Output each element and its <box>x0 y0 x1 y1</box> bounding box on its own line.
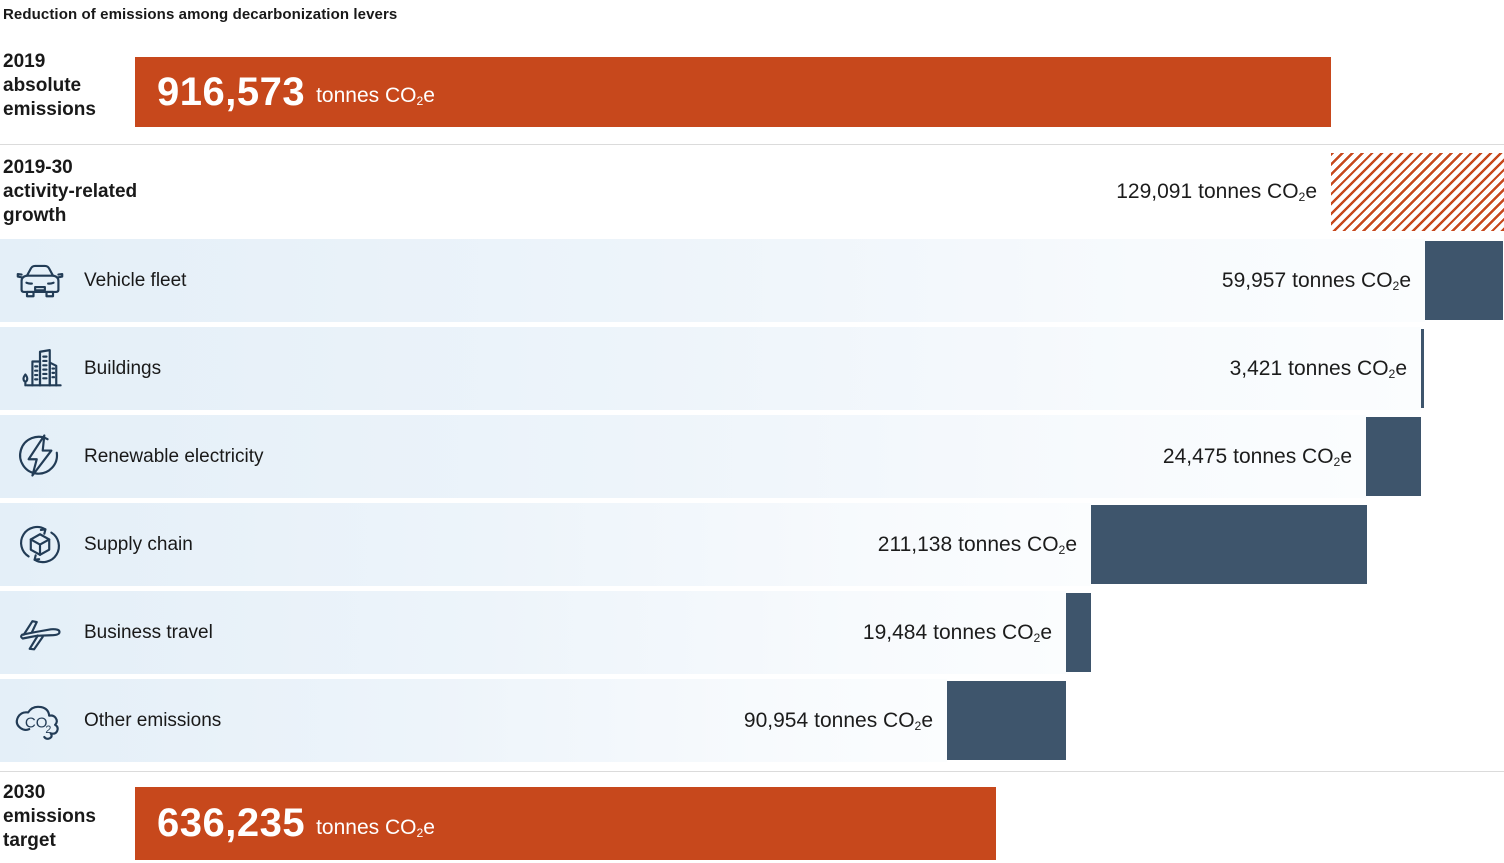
start-row-label: 2019 absolute emissions <box>3 51 96 120</box>
lever-label: Business travel <box>84 621 213 643</box>
row-band <box>0 239 1425 322</box>
lever-label: Vehicle fleet <box>84 269 187 291</box>
start-total-bar: 916,573 tonnes CO2e <box>135 57 1331 127</box>
lever-label: Supply chain <box>84 533 193 555</box>
lever-bar <box>1066 593 1091 672</box>
lever-row-vehicle-fleet: Vehicle fleet 59,957 tonnes CO2e <box>0 239 1504 322</box>
lever-bar <box>1091 505 1367 584</box>
growth-value: 129,091 tonnes CO2e <box>1116 180 1317 205</box>
buildings-icon <box>12 340 68 396</box>
lever-bar <box>1425 241 1503 320</box>
row-band <box>0 503 1091 586</box>
start-unit: tonnes CO2e <box>316 84 435 109</box>
lightning-circle-icon <box>12 428 68 484</box>
divider-top <box>0 144 1504 145</box>
lever-row-renewable-electricity: Renewable electricity 24,475 tonnes CO2e <box>0 415 1504 498</box>
lever-value: 24,475 tonnes CO2e <box>1162 444 1352 469</box>
row-band <box>0 415 1366 498</box>
lever-value: 19,484 tonnes CO2e <box>862 620 1052 645</box>
lever-value: 3,421 tonnes CO2e <box>1229 356 1407 381</box>
lever-label: Other emissions <box>84 709 222 731</box>
growth-row-label: 2019-30 activity-related growth <box>3 157 138 226</box>
target-row-label: 2030 emissions target <box>3 782 96 851</box>
lever-row-business-travel: Business travel 19,484 tonnes CO2e <box>0 591 1504 674</box>
chart-title: Reduction of emissions among decarboniza… <box>3 6 398 23</box>
airplane-icon <box>12 604 68 660</box>
target-value: 636,235 <box>157 801 306 845</box>
lever-bar <box>1366 417 1421 496</box>
row-band <box>0 327 1421 410</box>
svg-text:CO: CO <box>25 715 48 732</box>
svg-text:2: 2 <box>45 724 51 736</box>
cube-cycle-icon <box>12 516 68 572</box>
lever-row-buildings: Buildings 3,421 tonnes CO2e <box>0 327 1504 410</box>
lever-value: 59,957 tonnes CO2e <box>1221 268 1411 293</box>
divider-bottom <box>0 771 1504 772</box>
car-icon <box>12 252 68 308</box>
growth-hatched-bar <box>1331 153 1504 231</box>
lever-row-other-emissions: CO 2 Other emissions 90,954 tonnes CO2e <box>0 679 1504 762</box>
row-band <box>0 679 947 762</box>
lever-label: Buildings <box>84 357 162 379</box>
start-value: 916,573 <box>157 69 306 114</box>
lever-bar <box>1421 329 1424 408</box>
lever-value: 90,954 tonnes CO2e <box>743 708 933 733</box>
lever-value: 211,138 tonnes CO2e <box>877 532 1077 557</box>
row-band <box>0 591 1066 674</box>
lever-bar <box>947 681 1066 760</box>
lever-row-supply-chain: Supply chain 211,138 tonnes CO2e <box>0 503 1504 586</box>
target-unit: tonnes CO2e <box>316 815 435 840</box>
co2-cloud-icon: CO 2 <box>12 692 68 748</box>
target-total-bar: 636,235 tonnes CO2e <box>135 787 996 860</box>
lever-label: Renewable electricity <box>84 445 264 467</box>
